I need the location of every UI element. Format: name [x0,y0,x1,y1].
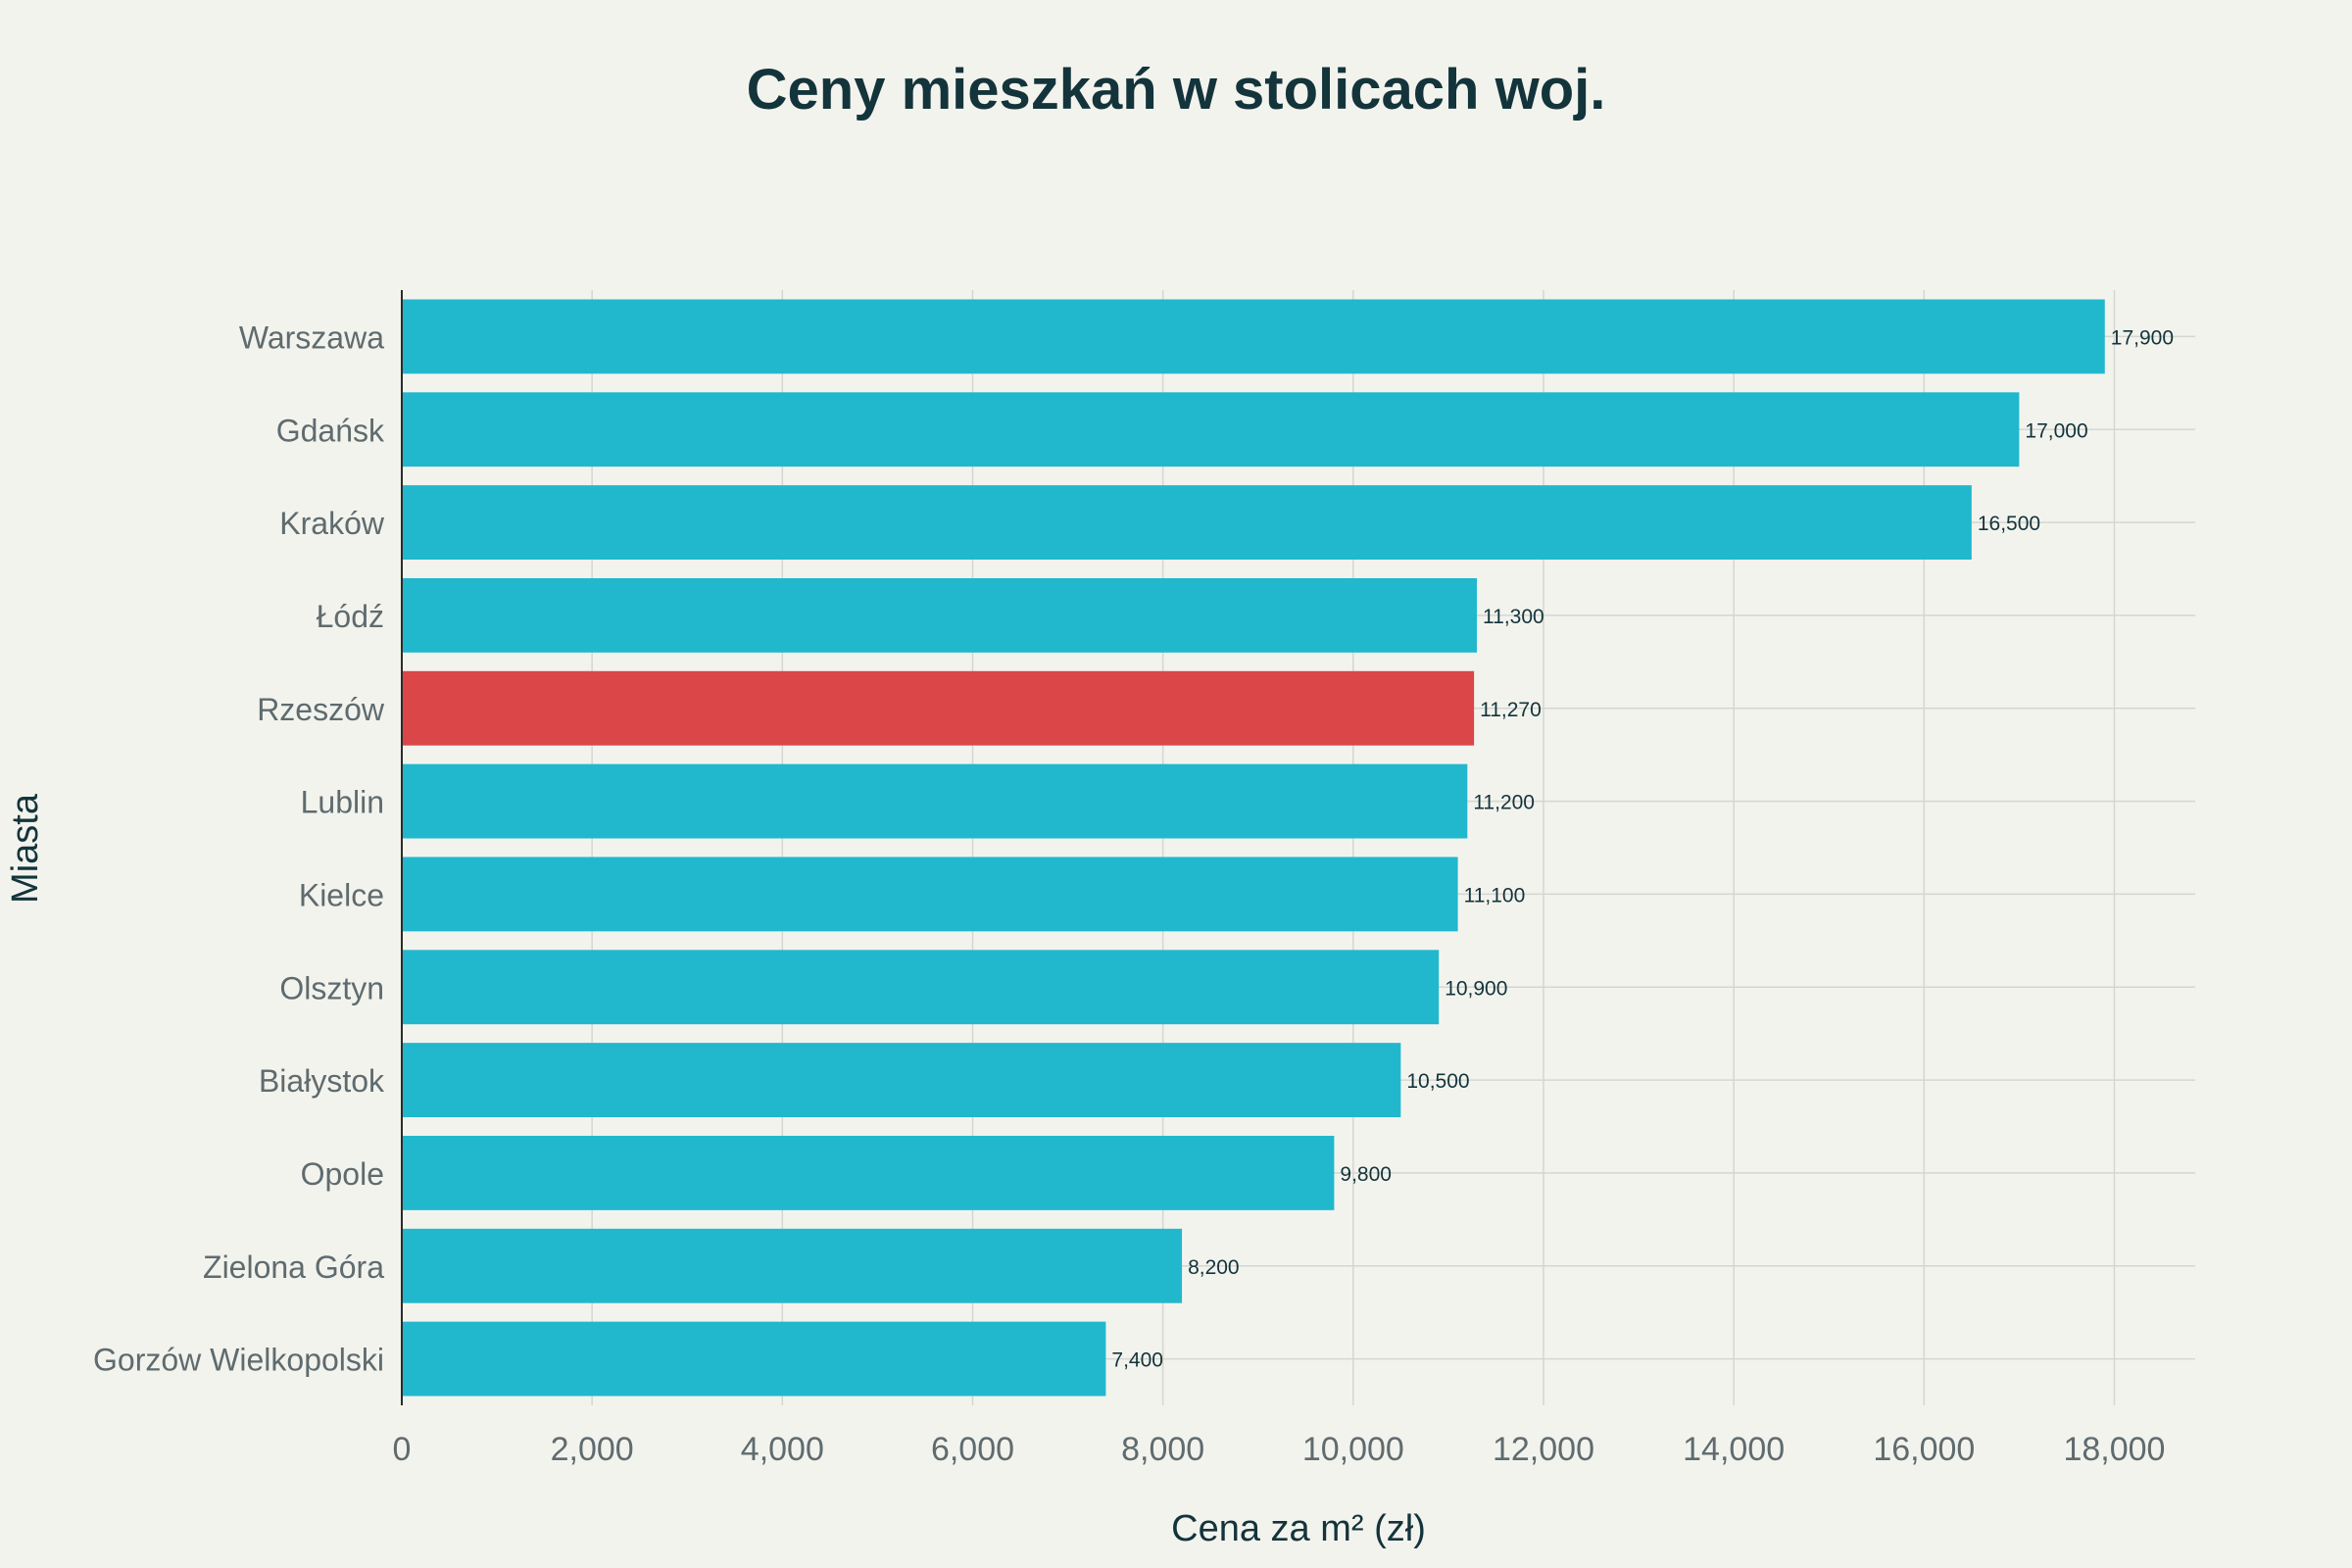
bar [402,950,1440,1025]
y-tick-label: Opole [301,1156,384,1192]
y-tick-label: Warszawa [239,319,384,355]
bar-value-label: 11,300 [1483,606,1544,628]
bar-value-label: 11,200 [1473,792,1535,814]
x-tick-label: 0 [393,1431,412,1468]
y-tick-label: Lublin [301,785,384,820]
bar-layer [402,299,2105,1396]
bar-value-label: 8,200 [1188,1256,1240,1279]
x-tick-label: 12,000 [1493,1431,1594,1468]
bar [402,392,2020,467]
bar-value-label: 16,500 [1978,513,2040,535]
x-tick-label: 8,000 [1121,1431,1204,1468]
bar [402,577,1478,653]
x-tick-label: 2,000 [551,1431,634,1468]
y-tick-label: Gdańsk [276,413,385,448]
y-axis-title: Miasta [5,793,46,904]
bar [402,857,1458,932]
bar [402,1321,1106,1396]
bar-value-label: 17,900 [2111,326,2174,349]
bar-value-label: 9,800 [1340,1163,1392,1186]
bar-value-label: 11,270 [1480,699,1542,721]
bar [402,1043,1401,1118]
y-tick-label: Kielce [299,877,384,912]
y-tick-label: Zielona Góra [203,1250,384,1285]
x-tick-label: 14,000 [1683,1431,1785,1468]
y-tick-label: Rzeszów [257,692,385,727]
y-tick-label: Białystok [259,1063,385,1099]
bar-value-label: 10,900 [1445,977,1507,1000]
chart-title: Ceny mieszkań w stolicach woj. [746,58,1606,122]
label-layer: 0 2,000 4,000 6,000 8,000 10,000 12,000 14,000 1… [93,319,2174,1468]
y-tick-label: Olsztyn [279,970,384,1005]
x-tick-label: 10,000 [1302,1431,1404,1468]
bar-value-label: 17,000 [2025,419,2087,442]
y-tick-label: Gorzów Wielkopolski [93,1343,384,1378]
x-axis-title: Cena za m² (zł) [1171,1508,1426,1549]
bar [402,763,1468,839]
bar-value-label: 10,500 [1406,1070,1469,1093]
bar [402,299,2105,374]
x-tick-label: 4,000 [741,1431,824,1468]
bar [402,485,1972,561]
bar [402,1228,1183,1303]
y-tick-label: Kraków [279,506,385,541]
bar-value-label: 7,400 [1111,1349,1163,1372]
y-tick-label: Łódź [317,599,384,634]
bar-value-label: 11,100 [1464,884,1526,906]
bar [402,670,1475,746]
bar [402,1135,1335,1210]
x-tick-label: 16,000 [1873,1431,1975,1468]
x-tick-label: 18,000 [2063,1431,2165,1468]
x-tick-label: 6,000 [931,1431,1014,1468]
